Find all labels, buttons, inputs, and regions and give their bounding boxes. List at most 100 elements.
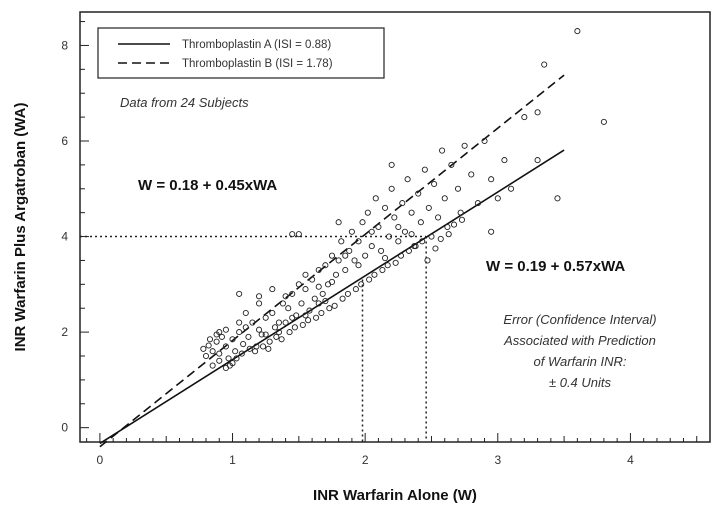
data-point	[600, 118, 607, 125]
data-point	[419, 238, 426, 245]
data-point	[359, 219, 366, 226]
data-point	[205, 342, 212, 349]
x-tick-label: 4	[627, 453, 634, 467]
data-point	[213, 338, 220, 345]
data-point	[285, 305, 292, 312]
data-point	[454, 185, 462, 192]
legend-label-a: Thromboplastin A (ISI = 0.88)	[182, 39, 331, 51]
data-point	[384, 262, 391, 269]
data-point	[352, 286, 359, 293]
data-point	[364, 209, 371, 216]
y-axis-label: INR Warfarin Plus Argatroban (WA)	[12, 103, 29, 352]
data-point	[332, 271, 340, 278]
data-point	[437, 235, 444, 242]
data-point	[306, 307, 313, 314]
data-point	[299, 321, 306, 328]
data-point	[273, 333, 280, 340]
data-point	[256, 293, 263, 300]
data-point	[391, 214, 398, 221]
data-point	[421, 166, 428, 173]
data-point	[302, 286, 309, 293]
fit-line-thromboplastin-b	[99, 74, 565, 448]
data-point	[448, 161, 455, 168]
data-point	[282, 293, 289, 300]
data-point	[289, 290, 296, 297]
data-point	[358, 281, 365, 288]
data-point	[378, 247, 385, 254]
data-point	[289, 231, 296, 238]
data-point	[302, 312, 309, 319]
data-point	[259, 343, 267, 350]
data-point	[346, 247, 353, 254]
data-point	[275, 319, 282, 326]
data-point	[339, 295, 346, 302]
data-point	[318, 309, 325, 317]
x-tick-label: 1	[229, 453, 236, 467]
regression-lines	[99, 74, 565, 448]
legend-box	[97, 27, 385, 79]
data-point	[574, 28, 581, 35]
data-point	[397, 252, 405, 259]
data-point	[424, 257, 431, 264]
data-point	[368, 228, 375, 235]
data-point	[432, 245, 439, 252]
data-point	[315, 283, 322, 290]
data-point	[450, 221, 458, 228]
data-point	[286, 329, 293, 336]
x-tick-label: 0	[97, 453, 104, 467]
data-point	[488, 228, 495, 235]
data-points	[200, 28, 607, 371]
data-point	[342, 252, 349, 259]
data-point	[541, 61, 548, 68]
data-point	[431, 180, 438, 188]
data-point	[225, 355, 232, 362]
data-point	[229, 336, 236, 343]
data-point	[246, 345, 253, 352]
data-point	[242, 309, 249, 317]
data-point	[252, 348, 259, 355]
data-point	[342, 266, 349, 274]
data-point	[236, 290, 243, 297]
data-point	[461, 142, 468, 149]
data-point	[242, 324, 249, 331]
error-note-line-4: ± 0.4 Units	[549, 375, 612, 390]
data-point	[315, 300, 322, 307]
data-point	[313, 314, 320, 321]
data-point	[245, 333, 252, 340]
data-point	[375, 223, 382, 231]
data-point	[415, 190, 422, 197]
data-point	[425, 204, 432, 211]
data-point	[368, 243, 375, 250]
data-point	[319, 290, 326, 297]
data-point	[222, 326, 229, 333]
x-tick-label: 3	[494, 453, 501, 467]
data-point	[202, 352, 210, 360]
y-tick-label: 4	[61, 230, 68, 244]
data-point	[335, 219, 342, 226]
data-point	[298, 300, 305, 307]
data-point	[295, 281, 302, 288]
data-point	[275, 329, 282, 336]
y-tick-label: 2	[61, 325, 68, 339]
data-point	[256, 326, 263, 333]
data-point	[328, 252, 336, 259]
error-note: Error (Confidence Interval) Associated w…	[503, 312, 656, 390]
data-point	[222, 364, 229, 371]
data-point	[441, 195, 448, 202]
data-point	[200, 345, 207, 352]
data-point	[209, 362, 216, 369]
data-point	[494, 195, 501, 202]
data-point	[213, 331, 220, 338]
data-point	[271, 324, 279, 331]
y-tick-label: 8	[61, 38, 68, 52]
y-tick-label: 6	[61, 134, 68, 148]
data-point	[385, 233, 393, 240]
plot-frame	[79, 11, 711, 443]
data-point	[344, 290, 351, 297]
data-point	[401, 228, 408, 235]
legend: Thromboplastin A (ISI = 0.88) Thrombopla…	[97, 27, 385, 79]
data-point	[444, 223, 451, 231]
data-point	[371, 271, 378, 278]
data-point	[534, 109, 541, 116]
data-point	[331, 302, 338, 309]
